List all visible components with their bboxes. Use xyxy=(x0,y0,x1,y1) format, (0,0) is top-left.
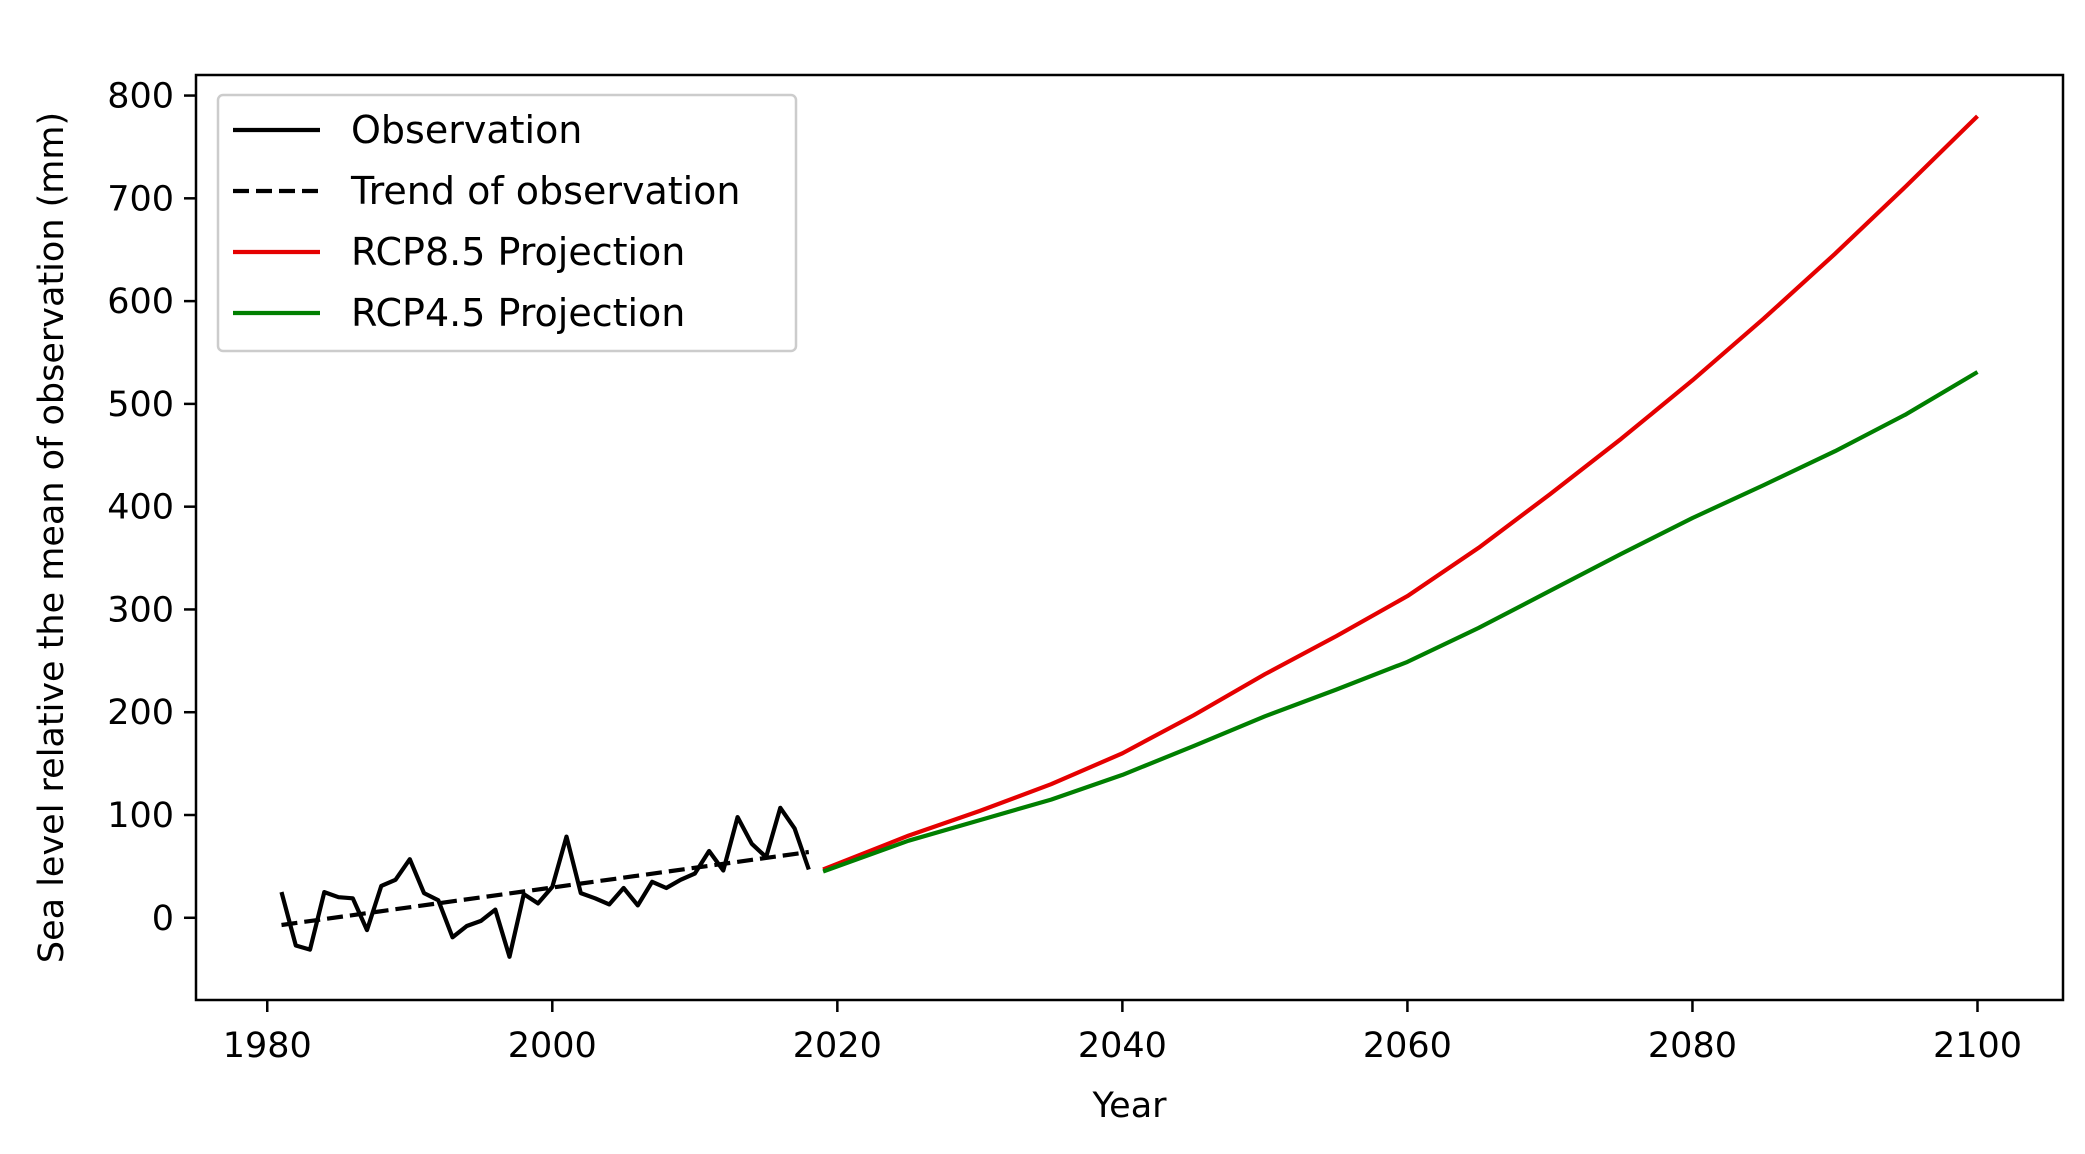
legend-label-1: Trend of observation xyxy=(350,169,741,213)
series-line-3 xyxy=(822,370,1979,874)
series-line-2 xyxy=(822,114,1979,872)
x-tick-label: 2020 xyxy=(793,1026,882,1066)
x-axis: 1980 2000 2020 2040 2060 2080 2100 xyxy=(223,1000,2022,1066)
y-tick-label: 200 xyxy=(107,693,174,733)
legend: Observation Trend of observation RCP8.5 Pr… xyxy=(216,93,798,353)
y-tick-label: 100 xyxy=(107,796,174,836)
x-axis-title: Year xyxy=(1091,1086,1167,1126)
x-tick-label: 2100 xyxy=(1933,1026,2022,1066)
y-tick-label: 500 xyxy=(107,385,174,425)
y-tick-label: 300 xyxy=(107,590,174,630)
x-tick-label: 2080 xyxy=(1648,1026,1737,1066)
y-tick-label: 600 xyxy=(107,282,174,322)
series-line-0 xyxy=(279,805,811,959)
y-tick-label: 0 xyxy=(152,899,174,939)
plot-frame xyxy=(194,73,2065,1002)
y-tick-label: 700 xyxy=(107,179,174,219)
series-layer xyxy=(279,114,1979,959)
y-tick-label: 400 xyxy=(107,488,174,528)
y-axis-title: Sea level relative the mean of observati… xyxy=(32,112,72,963)
legend-box xyxy=(216,93,798,353)
series-line-1 xyxy=(281,849,810,928)
y-axis: 0 100 200 300 400 500 600 700 800 xyxy=(107,77,196,939)
legend-label-2: RCP8.5 Projection xyxy=(351,230,685,274)
x-tick-label: 1980 xyxy=(223,1026,312,1066)
legend-label-3: RCP4.5 Projection xyxy=(351,291,685,335)
x-tick-label: 2060 xyxy=(1363,1026,1452,1066)
x-tick-label: 2000 xyxy=(508,1026,597,1066)
x-tick-label: 2040 xyxy=(1078,1026,1167,1066)
legend-label-0: Observation xyxy=(351,108,582,152)
y-tick-label: 800 xyxy=(107,77,174,117)
